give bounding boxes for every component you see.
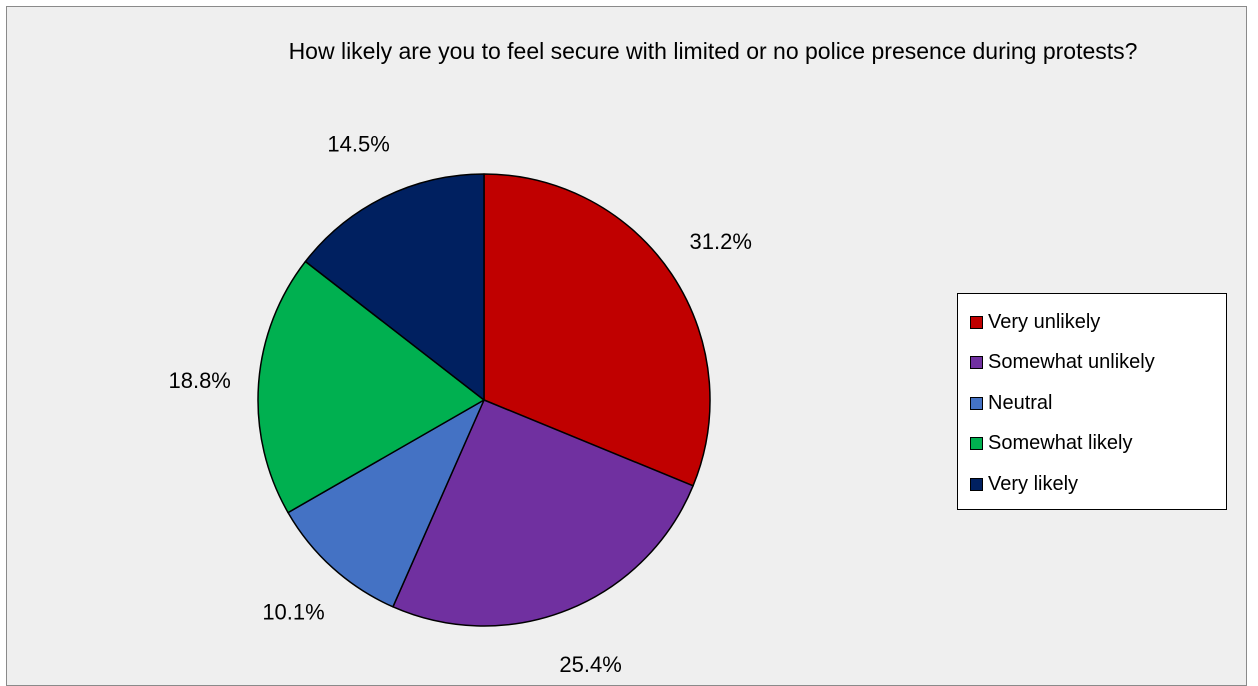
legend-swatch xyxy=(970,315,983,329)
legend-label: Somewhat likely xyxy=(988,432,1133,455)
pie-slice-very-unlikely[interactable] xyxy=(483,173,711,487)
legend-swatch xyxy=(970,396,983,410)
legend-item-neutral[interactable]: Neutral xyxy=(958,383,1226,424)
legend-label: Neutral xyxy=(988,391,1053,414)
legend-label: Very likely xyxy=(988,472,1079,495)
legend-swatch xyxy=(970,437,983,451)
data-label-very-unlikely: 31.2% xyxy=(690,229,752,254)
pie-slice-somewhat-likely[interactable] xyxy=(257,260,485,514)
legend: Very unlikely Somewhat unlikely Neutral Som… xyxy=(957,293,1227,510)
data-label-somewhat-unlikely: 25.4% xyxy=(559,652,621,677)
legend-swatch xyxy=(970,477,983,491)
legend-item-somewhat-unlikely[interactable]: Somewhat unlikely xyxy=(958,343,1226,384)
data-label-somewhat-likely: 18.8% xyxy=(168,368,230,393)
legend-item-somewhat-likely[interactable]: Somewhat likely xyxy=(958,424,1226,465)
legend-swatch xyxy=(970,356,983,370)
pie-slice-very-likely[interactable] xyxy=(304,173,485,401)
data-label-very-likely: 14.5% xyxy=(327,132,389,157)
legend-label: Very unlikely xyxy=(988,310,1101,333)
pie-slice-neutral[interactable] xyxy=(287,399,485,608)
chart-title: How likely are you to feel secure with l… xyxy=(288,38,1138,64)
pie-slice-somewhat-unlikely[interactable] xyxy=(392,399,694,627)
legend-item-very-unlikely[interactable]: Very unlikely xyxy=(958,302,1226,343)
legend-item-very-likely[interactable]: Very likely xyxy=(958,464,1226,505)
legend-label: Somewhat unlikely xyxy=(988,351,1155,374)
data-label-neutral: 10.1% xyxy=(262,599,324,624)
